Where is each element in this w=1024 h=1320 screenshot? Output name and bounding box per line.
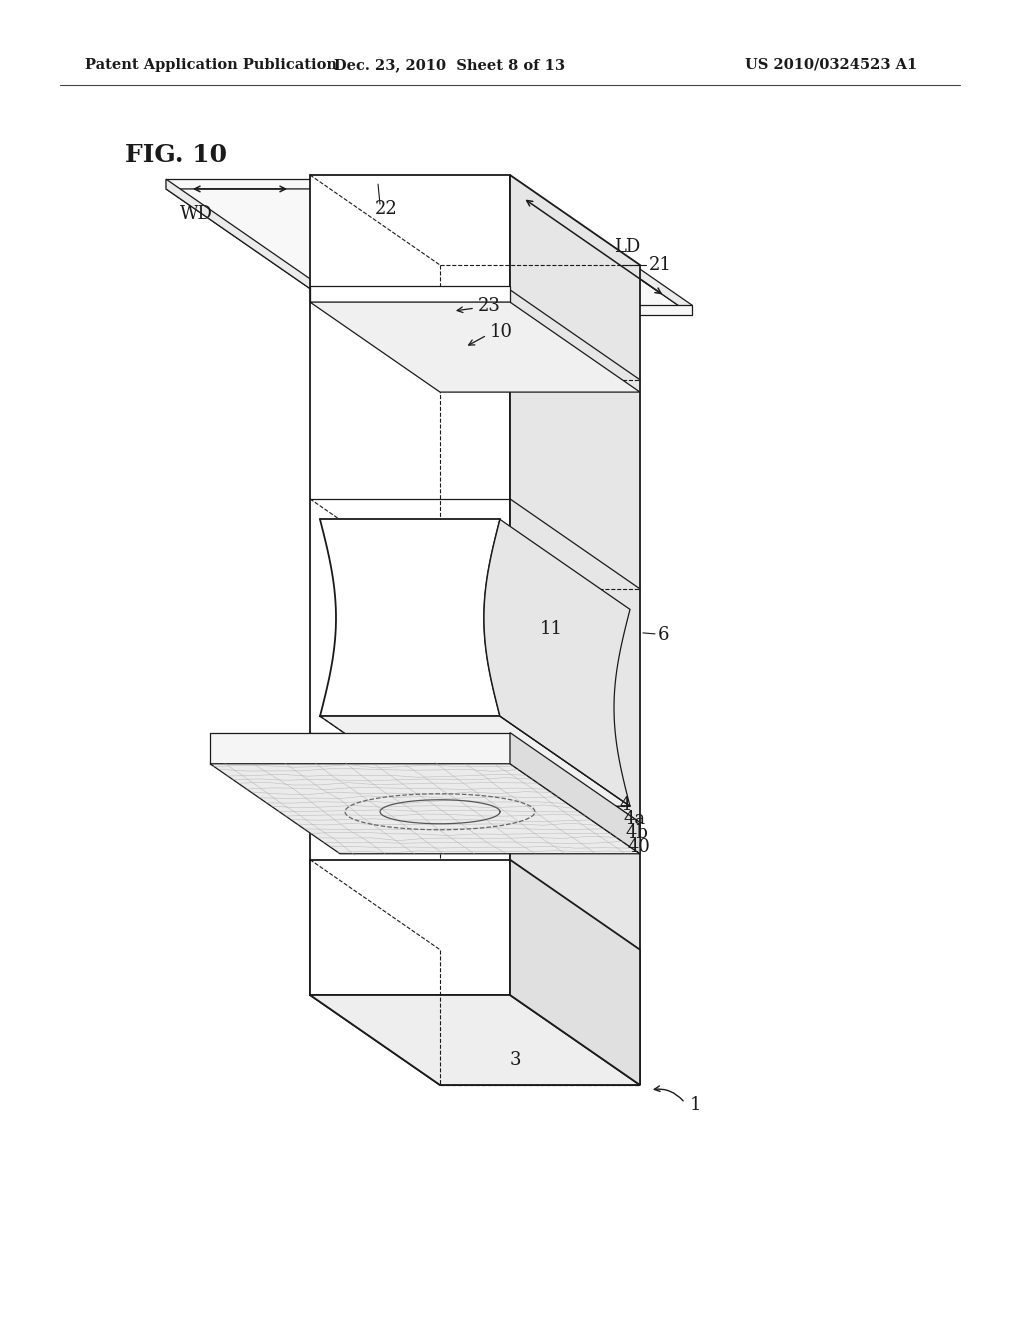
Text: FIG. 10: FIG. 10	[125, 143, 227, 168]
Polygon shape	[310, 995, 640, 1085]
Text: 10: 10	[490, 323, 513, 341]
Text: 4: 4	[620, 796, 632, 814]
Text: Patent Application Publication: Patent Application Publication	[85, 58, 337, 73]
Text: 6: 6	[658, 626, 670, 644]
Text: 40: 40	[627, 838, 650, 855]
Polygon shape	[166, 180, 348, 315]
Polygon shape	[166, 180, 510, 189]
Polygon shape	[310, 302, 640, 392]
Polygon shape	[510, 180, 692, 315]
Polygon shape	[210, 764, 640, 854]
Text: LD: LD	[613, 238, 640, 256]
Text: 4b: 4b	[625, 824, 648, 842]
Polygon shape	[510, 859, 640, 1085]
Text: 3: 3	[510, 1051, 521, 1069]
Polygon shape	[348, 305, 692, 315]
Polygon shape	[310, 859, 510, 995]
Polygon shape	[166, 189, 692, 315]
Polygon shape	[319, 519, 500, 717]
Polygon shape	[310, 176, 510, 995]
Text: 4a: 4a	[623, 810, 645, 828]
Text: US 2010/0324523 A1: US 2010/0324523 A1	[745, 58, 918, 73]
Polygon shape	[510, 733, 640, 854]
Polygon shape	[310, 995, 640, 1085]
Text: 23: 23	[478, 297, 501, 315]
Text: 21: 21	[649, 256, 672, 273]
Polygon shape	[210, 733, 510, 764]
Polygon shape	[510, 176, 640, 1085]
Text: Dec. 23, 2010  Sheet 8 of 13: Dec. 23, 2010 Sheet 8 of 13	[335, 58, 565, 73]
Polygon shape	[484, 519, 630, 807]
Text: 11: 11	[540, 620, 563, 638]
Text: WD: WD	[180, 205, 213, 223]
Polygon shape	[319, 717, 630, 807]
Text: 1: 1	[690, 1096, 701, 1114]
Polygon shape	[310, 285, 510, 302]
Text: 22: 22	[375, 201, 397, 218]
